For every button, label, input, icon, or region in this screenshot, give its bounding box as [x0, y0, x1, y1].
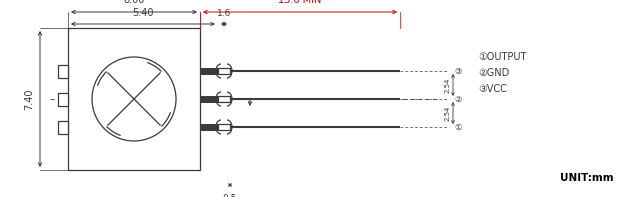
Text: 0.5: 0.5: [223, 194, 237, 197]
Text: 8.00: 8.00: [123, 0, 144, 5]
Text: ②: ②: [454, 95, 462, 103]
Text: 2.54: 2.54: [445, 105, 451, 121]
Bar: [58, 121, 68, 134]
Text: ①OUTPUT: ①OUTPUT: [478, 52, 526, 62]
Bar: [218, 68, 230, 74]
Text: ③: ③: [454, 67, 462, 75]
Text: 5.40: 5.40: [133, 8, 154, 18]
Text: 15.6 MIN: 15.6 MIN: [278, 0, 322, 5]
Bar: [58, 64, 68, 77]
Text: UNIT:mm: UNIT:mm: [560, 173, 614, 183]
Circle shape: [92, 57, 176, 141]
Bar: [68, 28, 200, 170]
Text: ①: ①: [454, 123, 462, 132]
Bar: [218, 96, 230, 102]
Bar: [218, 124, 230, 130]
Bar: [58, 93, 68, 106]
Text: 7.40: 7.40: [24, 88, 34, 110]
Text: 1.6: 1.6: [217, 9, 231, 18]
Text: ③VCC: ③VCC: [478, 84, 507, 94]
Text: 2.54: 2.54: [445, 77, 451, 93]
Text: ②GND: ②GND: [478, 68, 509, 78]
